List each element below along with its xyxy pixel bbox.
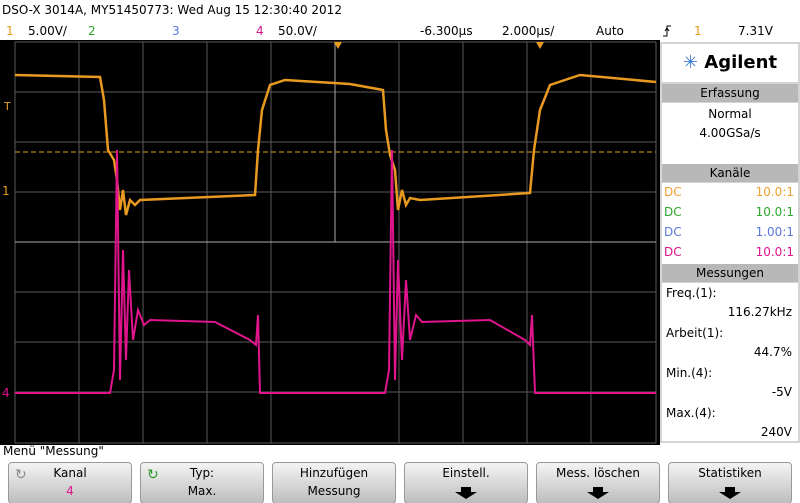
channel-coupling: DC	[664, 185, 682, 199]
softkey[interactable]: Kanal 4 ↻	[8, 462, 132, 503]
softkey[interactable]: Statistiken	[668, 462, 792, 503]
timebase: 2.000µs/	[502, 24, 555, 38]
waveform-display: T 1 4	[0, 40, 660, 445]
softkey-value: Max.	[187, 484, 217, 498]
arrow-icon	[719, 487, 741, 499]
softkey[interactable]: Typ: Max. ↻	[140, 462, 264, 503]
ch1-marker: 1	[2, 184, 10, 198]
softkey-label: Einstell.	[442, 466, 490, 480]
measure-value: 116.27kHz	[727, 305, 792, 319]
softkey-label: Typ:	[189, 466, 215, 480]
softkey-label: Mess. löschen	[556, 466, 640, 480]
menu-title: Menü "Messung"	[3, 444, 104, 458]
softkey-value: Messung	[307, 484, 361, 498]
arrow-icon	[587, 487, 609, 499]
measure-label: Freq.(1):	[666, 286, 717, 300]
acq-mode: Normal	[708, 107, 752, 121]
delay: -6.300µs	[420, 24, 473, 38]
ch1-scale: 5.00V/	[28, 24, 67, 38]
ch4-marker: 4	[2, 386, 10, 400]
ch3-label: 3	[172, 24, 180, 38]
brand: ✳ Agilent	[662, 44, 798, 82]
ch1-label: 1	[6, 24, 14, 38]
softkey-label: Statistiken	[698, 466, 762, 480]
measure-label: Max.(4):	[666, 406, 716, 420]
section-title: Messungen	[662, 264, 798, 282]
section-title: Erfassung	[662, 84, 798, 102]
measure-label: Min.(4):	[666, 366, 713, 380]
measure-value: 44.7%	[753, 345, 792, 359]
trigger-marker: T	[3, 100, 11, 113]
channel-coupling: DC	[664, 245, 682, 259]
trigger-source: 1	[694, 24, 702, 38]
trigger-edge-icon	[663, 25, 671, 37]
channel-probe: 10.0:1	[755, 205, 794, 219]
channel-probe: 10.0:1	[755, 245, 794, 259]
channel-coupling: DC	[664, 205, 682, 219]
brand-text: Agilent	[704, 52, 778, 73]
channel-coupling: DC	[664, 225, 682, 239]
measure-label: Arbeit(1):	[666, 326, 724, 340]
trigger-mode: Auto	[596, 24, 624, 38]
knob-icon: ↻	[15, 467, 27, 483]
arrow-icon	[455, 487, 477, 499]
softkey-label: Kanal	[53, 466, 87, 480]
softkey[interactable]: Hinzufügen Messung	[272, 462, 396, 503]
measure-value: 240V	[760, 425, 792, 439]
softkey-value: 4	[66, 484, 74, 498]
channel-probe: 10.0:1	[755, 185, 794, 199]
softkey-label: Hinzufügen	[299, 466, 369, 480]
ch4-label: 4	[256, 24, 264, 38]
softkey[interactable]: Einstell.	[404, 462, 528, 503]
knob-icon: ↻	[147, 467, 159, 483]
side-panel: ✳ Agilent Erfassung Normal 4.00GSa/s Kan…	[660, 42, 800, 443]
section-title: Kanäle	[662, 164, 798, 182]
measure-value: -5V	[771, 385, 792, 399]
channel-probe: 1.00:1	[755, 225, 794, 239]
header-title: DSO-X 3014A, MY51450773: Wed Aug 15 12:3…	[2, 3, 342, 17]
ch2-label: 2	[88, 24, 96, 38]
softkey[interactable]: Mess. löschen	[536, 462, 660, 503]
ch4-scale: 50.0V/	[278, 24, 317, 38]
trigger-level: 7.31V	[738, 24, 773, 38]
acq-rate: 4.00GSa/s	[699, 126, 761, 140]
